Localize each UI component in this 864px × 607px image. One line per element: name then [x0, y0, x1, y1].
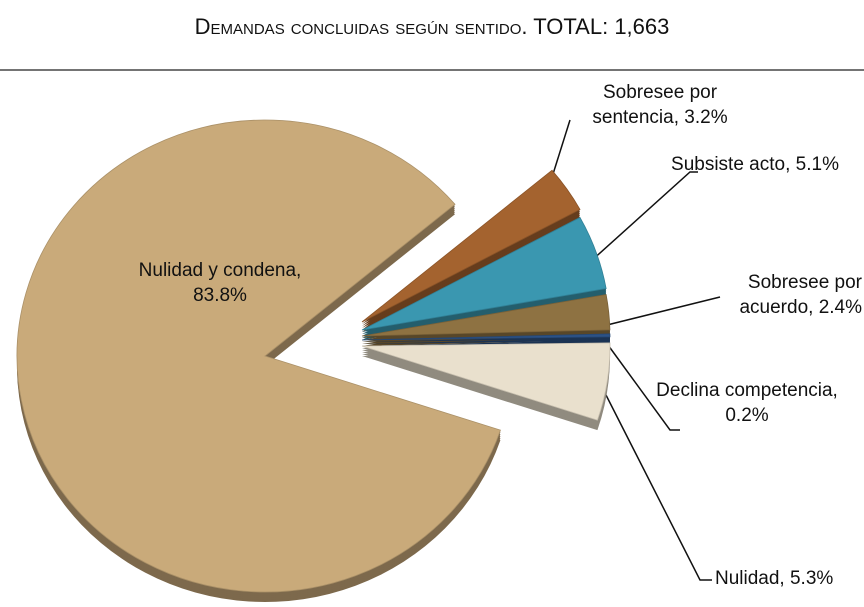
data-label: Nulidad, 5.3% — [715, 568, 834, 589]
data-label: Nulidad y condena, 83.8% — [138, 260, 302, 306]
pie-slice — [16, 119, 501, 593]
data-label: Declina competencia, 0.2% — [656, 380, 838, 426]
pie-slice — [361, 342, 611, 421]
pie-slice — [361, 216, 607, 331]
chart-title: Demandas concluidas según sentido. TOTAL… — [194, 14, 670, 39]
pie-slice — [361, 333, 611, 341]
pie-slice — [361, 294, 611, 337]
leader-line — [607, 344, 680, 431]
data-label: Sobresee por sentencia, 3.2% — [592, 82, 728, 128]
leader-line — [606, 296, 721, 326]
data-label: Subsiste acto, 5.1% — [671, 154, 839, 175]
pie-slice — [361, 169, 581, 323]
data-label: Sobresee por acuerdo, 2.4% — [739, 272, 862, 318]
leader-line — [589, 171, 698, 263]
leader-line — [605, 394, 712, 581]
